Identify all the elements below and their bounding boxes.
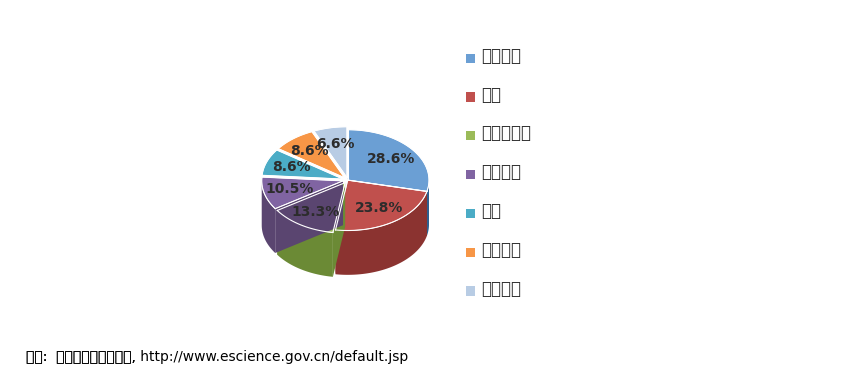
Polygon shape <box>262 150 343 179</box>
Text: 10.5%: 10.5% <box>265 183 314 196</box>
Text: 의학: 의학 <box>480 86 501 104</box>
Polygon shape <box>335 191 427 275</box>
Polygon shape <box>335 180 347 274</box>
FancyBboxPatch shape <box>466 131 475 140</box>
Text: 8.6%: 8.6% <box>290 144 329 158</box>
FancyBboxPatch shape <box>466 248 475 257</box>
Polygon shape <box>275 181 343 253</box>
Text: 8.6%: 8.6% <box>272 160 311 174</box>
FancyBboxPatch shape <box>466 209 475 218</box>
Polygon shape <box>277 183 345 255</box>
FancyBboxPatch shape <box>466 92 475 102</box>
Text: 생물과학: 생물과학 <box>480 47 521 65</box>
Polygon shape <box>277 183 345 232</box>
Text: 정보과학: 정보과학 <box>480 280 521 298</box>
Text: 자료:  中国科技资源共享網,: 자료: 中国科技资源共享網, <box>26 350 140 364</box>
Polygon shape <box>278 132 345 178</box>
FancyBboxPatch shape <box>466 170 475 179</box>
Polygon shape <box>347 180 427 236</box>
Polygon shape <box>314 127 347 177</box>
Text: 자료:  中国科技资源共享網, http://www.escience.gov.cn/default.jsp: 자료: 中国科技资源共享網, http://www.escience.gov.c… <box>26 350 408 364</box>
Text: 재료과학: 재료과학 <box>480 163 521 181</box>
Polygon shape <box>335 180 427 231</box>
Polygon shape <box>262 181 275 253</box>
FancyBboxPatch shape <box>466 54 475 63</box>
Text: 23.8%: 23.8% <box>354 201 403 216</box>
Polygon shape <box>427 180 429 236</box>
Polygon shape <box>277 210 333 277</box>
Text: 엔지니어링: 엔지니어링 <box>480 124 531 142</box>
Text: 28.6%: 28.6% <box>366 152 415 166</box>
Polygon shape <box>333 183 345 277</box>
Polygon shape <box>347 130 429 191</box>
Text: 지구과학: 지구과학 <box>480 241 521 259</box>
FancyBboxPatch shape <box>466 286 475 296</box>
Text: 6.6%: 6.6% <box>316 136 354 151</box>
Polygon shape <box>262 177 343 209</box>
Text: 13.3%: 13.3% <box>291 204 340 219</box>
Polygon shape <box>347 180 427 236</box>
Text: 화학: 화학 <box>480 202 501 220</box>
